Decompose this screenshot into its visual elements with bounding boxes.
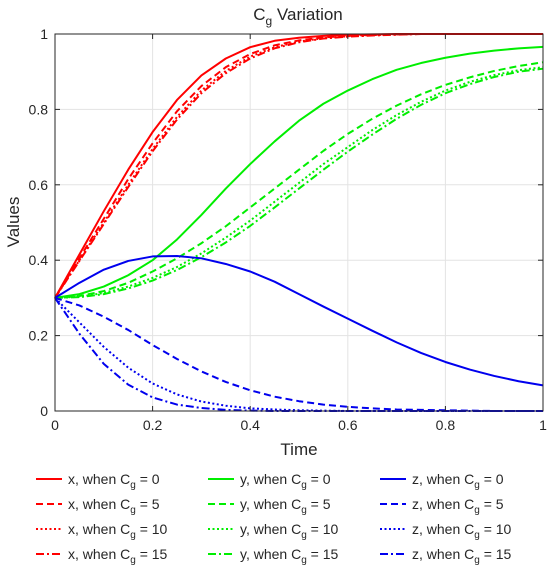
chart-title-main: C xyxy=(253,5,265,24)
x-tick-label: 0.2 xyxy=(143,417,163,433)
series-line-6 xyxy=(54,61,544,299)
ticks: 0 0.2 0.4 0.6 0.8 1 0 0.2 0.4 0.6 0.8 1 xyxy=(29,26,548,433)
y-tick-label: 0.2 xyxy=(29,328,49,344)
legend-entry-11: z, when Cg = 10 xyxy=(412,521,512,541)
legend-entry-1: x, when Cg = 0 xyxy=(68,471,160,491)
y-tick-label: 0.6 xyxy=(29,177,49,193)
legend-entry-10: z, when Cg = 5 xyxy=(412,496,504,516)
chart-title-rest: Variation xyxy=(272,5,343,24)
chart-title: Cg Variation xyxy=(253,5,343,28)
y-tick-label: 0.4 xyxy=(29,252,49,268)
series-line-4 xyxy=(54,33,543,299)
legend-entry-8: y, when Cg = 15 xyxy=(240,546,339,566)
legend-entry-3: x, when Cg = 10 xyxy=(68,521,168,541)
series-line-9 xyxy=(54,255,544,387)
chart-title-sub: g xyxy=(266,14,273,28)
x-tick-label: 0.6 xyxy=(338,417,358,433)
legend-entry-12: z, when Cg = 15 xyxy=(412,546,512,566)
x-tick-label: 0 xyxy=(51,417,59,433)
x-tick-label: 1 xyxy=(539,417,547,433)
y-tick-label: 1 xyxy=(40,26,48,42)
x-tick-label: 0.4 xyxy=(240,417,260,433)
x-tick-label: 0.8 xyxy=(436,417,456,433)
x-axis-label: Time xyxy=(280,440,317,459)
legend-entry-9: z, when Cg = 0 xyxy=(412,471,504,491)
series-line-8 xyxy=(54,67,544,299)
legend-entry-7: y, when Cg = 10 xyxy=(240,521,339,541)
legend-entry-4: x, when Cg = 15 xyxy=(68,546,168,566)
legend-entry-2: x, when Cg = 5 xyxy=(68,496,160,516)
plot-frame xyxy=(54,33,544,412)
series-line-5 xyxy=(54,45,544,299)
y-axis-label: Values xyxy=(4,197,23,248)
series-line-7 xyxy=(54,66,544,299)
legend-entry-6: y, when Cg = 5 xyxy=(240,496,331,516)
legend: x, when Cg = 0 x, when Cg = 5 x, when Cg =… xyxy=(36,471,512,566)
y-tick-label: 0.8 xyxy=(29,101,49,117)
y-tick-label: 0 xyxy=(40,403,48,419)
legend-entry-5: y, when Cg = 0 xyxy=(240,471,331,491)
